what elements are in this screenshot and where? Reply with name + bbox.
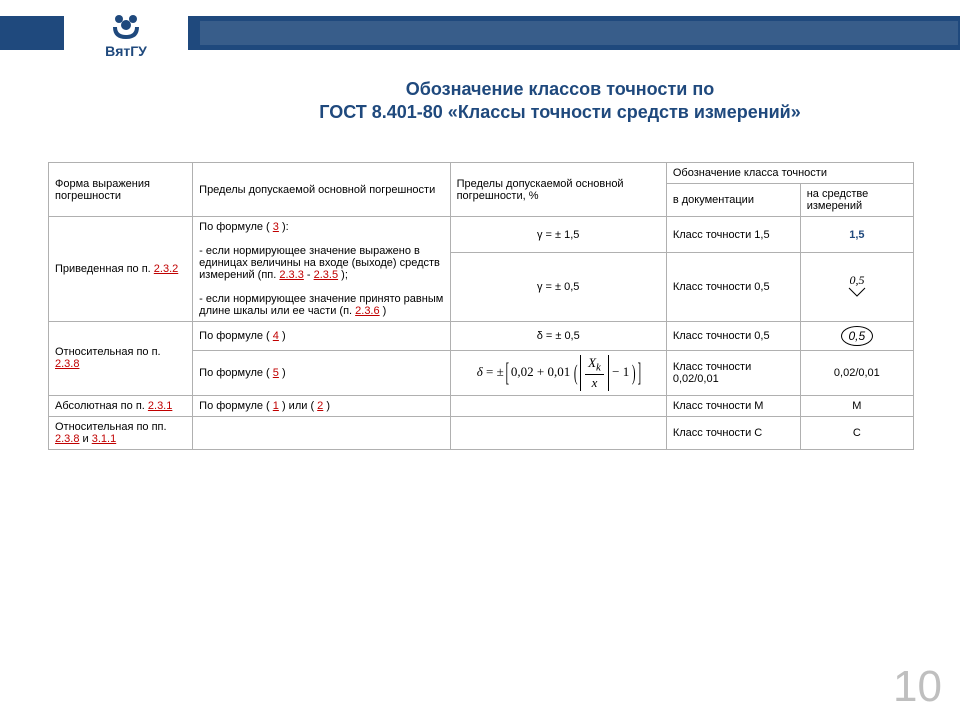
th-doc: в документации <box>666 184 800 217</box>
table-row: Относительная по пп. 2.3.8 и 3.1.1 Класс… <box>49 416 914 449</box>
cell-formula-body: δ = ± [ 0,02 + 0,01 ( Xkx − 1 ) ] <box>450 351 666 396</box>
link-2-3-3[interactable]: 2.3.3 <box>279 269 303 281</box>
cell-limits-reduced: По формуле ( 3 ): - если нормирующее зна… <box>193 217 450 322</box>
header-band-inner <box>200 21 958 45</box>
accuracy-table: Форма выражения погрешности Пределы допу… <box>48 162 914 450</box>
table-row: Приведенная по п. 2.3.2 По формуле ( 3 )… <box>49 217 914 253</box>
cell-mark-C: С <box>800 416 913 449</box>
title-line2: ГОСТ 8.401-80 «Классы точности средств и… <box>200 101 920 124</box>
logo-text: ВятГУ <box>105 43 147 59</box>
page-number: 10 <box>893 662 942 712</box>
table-row: Относительная по п. 2.3.8 По формуле ( 4… <box>49 322 914 351</box>
cell-empty <box>450 416 666 449</box>
page-title: Обозначение классов точности по ГОСТ 8.4… <box>0 78 960 125</box>
cell-doc-05b: Класс точности 0,5 <box>666 322 800 351</box>
cell-formula-1-2: По формуле ( 1 ) или ( 2 ) <box>193 395 450 416</box>
cell-mark-M: М <box>800 395 913 416</box>
cell-form-relative: Относительная по п. 2.3.8 <box>49 322 193 396</box>
logo: ВятГУ <box>64 0 188 72</box>
cell-form-relative-pp: Относительная по пп. 2.3.8 и 3.1.1 <box>49 416 193 449</box>
link-2-3-1[interactable]: 2.3.1 <box>148 400 172 412</box>
th-limits-pct: Пределы допускаемой основной погрешности… <box>450 163 666 217</box>
cell-form-absolute: Абсолютная по п. 2.3.1 <box>49 395 193 416</box>
cell-gamma-05: γ = ± 0,5 <box>450 253 666 322</box>
cell-doc-15: Класс точности 1,5 <box>666 217 800 253</box>
link-2-3-8[interactable]: 2.3.8 <box>55 358 79 370</box>
chevron-05-icon: 0,5 <box>841 272 873 300</box>
link-2-3-2[interactable]: 2.3.2 <box>154 263 178 275</box>
link-3-1-1[interactable]: 3.1.1 <box>92 433 116 445</box>
cell-formula-4: По формуле ( 4 ) <box>193 322 450 351</box>
cell-delta-05: δ = ± 0,5 <box>450 322 666 351</box>
cell-doc-M: Класс точности М <box>666 395 800 416</box>
cell-mark-15: 1,5 <box>800 217 913 253</box>
cell-mark-05-chevron: 0,5 <box>800 253 913 322</box>
cell-empty <box>193 416 450 449</box>
cell-mark-05-circle: 0,5 <box>800 322 913 351</box>
table-row: Абсолютная по п. 2.3.1 По формуле ( 1 ) … <box>49 395 914 416</box>
cell-empty <box>450 395 666 416</box>
th-instr: на средстве измерений <box>800 184 913 217</box>
cell-mark-002: 0,02/0,01 <box>800 351 913 396</box>
svg-text:0,5: 0,5 <box>849 273 864 287</box>
cell-doc-C: Класс точности С <box>666 416 800 449</box>
th-form: Форма выражения погрешности <box>49 163 193 217</box>
circle-05-icon: 0,5 <box>841 326 873 346</box>
link-2-3-8b[interactable]: 2.3.8 <box>55 433 79 445</box>
cell-formula-5: По формуле ( 5 ) <box>193 351 450 396</box>
cell-form-reduced: Приведенная по п. 2.3.2 <box>49 217 193 322</box>
link-2-3-5[interactable]: 2.3.5 <box>314 269 338 281</box>
th-designation: Обозначение класса точности <box>666 163 913 184</box>
cell-doc-05: Класс точности 0,5 <box>666 253 800 322</box>
link-2-3-6[interactable]: 2.3.6 <box>355 305 379 317</box>
cell-doc-002: Класс точности 0,02/0,01 <box>666 351 800 396</box>
title-line1: Обозначение классов точности по <box>200 78 920 101</box>
logo-icon <box>107 13 145 41</box>
th-limits-desc: Пределы допускаемой основной погрешности <box>193 163 450 217</box>
table-header-row: Форма выражения погрешности Пределы допу… <box>49 163 914 184</box>
cell-gamma-15: γ = ± 1,5 <box>450 217 666 253</box>
